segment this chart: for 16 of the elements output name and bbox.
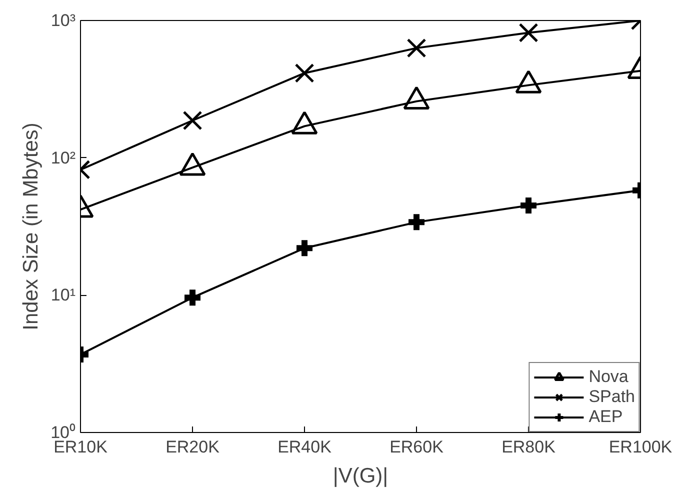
y-tick-label: 10³ xyxy=(50,11,76,30)
legend-label: AEP xyxy=(588,407,623,427)
y-axis-title: Index Size (in Mbytes) xyxy=(20,122,43,330)
legend-label: Nova xyxy=(588,367,628,387)
point xyxy=(406,38,426,58)
point xyxy=(294,63,314,83)
x-axis-title: |V(G)| xyxy=(332,464,388,488)
legend-label: SPath xyxy=(588,387,635,407)
x-tick-label: ER80K xyxy=(502,438,556,456)
x-tick-label: ER60K xyxy=(390,438,444,456)
y-tick-label: 10² xyxy=(50,148,76,168)
point xyxy=(518,22,538,42)
x-tick-label: ER20K xyxy=(166,438,220,456)
x-tick-label: ER40K xyxy=(278,438,332,456)
x-tick-label: ER100K xyxy=(608,438,673,456)
y-tick-label: 10¹ xyxy=(50,286,76,305)
